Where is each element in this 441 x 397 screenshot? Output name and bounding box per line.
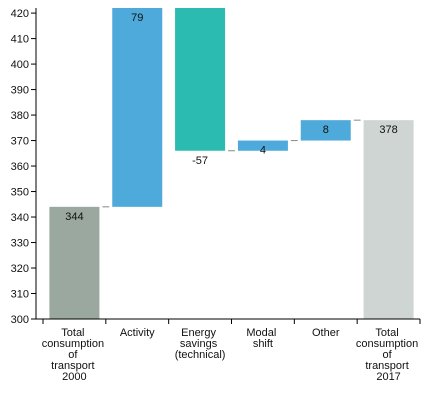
- bar: [363, 120, 414, 319]
- x-tick-label: Energy savings (technical): [175, 327, 226, 361]
- bar: [237, 140, 288, 151]
- y-tick-label: 330: [11, 238, 29, 250]
- y-tick-label: 360: [11, 161, 29, 173]
- x-tick-label: Total consumption of transport 2017: [356, 327, 421, 383]
- plot-area: [49, 8, 414, 319]
- y-tick-label: 370: [11, 136, 29, 148]
- y-tick-label: 420: [11, 8, 29, 20]
- bar: [49, 206, 100, 319]
- data-label: 79: [131, 12, 143, 24]
- y-tick-label: 350: [11, 187, 29, 199]
- bar: [300, 120, 351, 141]
- y-tick-label: 320: [11, 263, 29, 275]
- x-tick-label: Activity: [120, 327, 155, 339]
- y-tick-label: 310: [11, 289, 29, 301]
- data-label: -57: [192, 155, 208, 167]
- y-tick-label: 400: [11, 59, 29, 71]
- y-tick-label: 390: [11, 85, 29, 97]
- bar: [112, 8, 163, 207]
- x-tick-label: Other: [312, 327, 340, 339]
- y-tick-label: 380: [11, 110, 29, 122]
- data-label: 8: [323, 124, 329, 136]
- bar: [175, 8, 226, 151]
- y-tick-label: 300: [11, 314, 29, 326]
- y-tick-label: 340: [11, 212, 29, 224]
- x-tick-label: Total consumption of transport 2000: [42, 327, 107, 383]
- data-label: 4: [260, 145, 266, 157]
- y-tick-label: 410: [11, 34, 29, 46]
- data-label: 378: [379, 124, 397, 136]
- x-tick-label: Modal shift: [246, 327, 279, 350]
- data-label: 344: [65, 211, 83, 223]
